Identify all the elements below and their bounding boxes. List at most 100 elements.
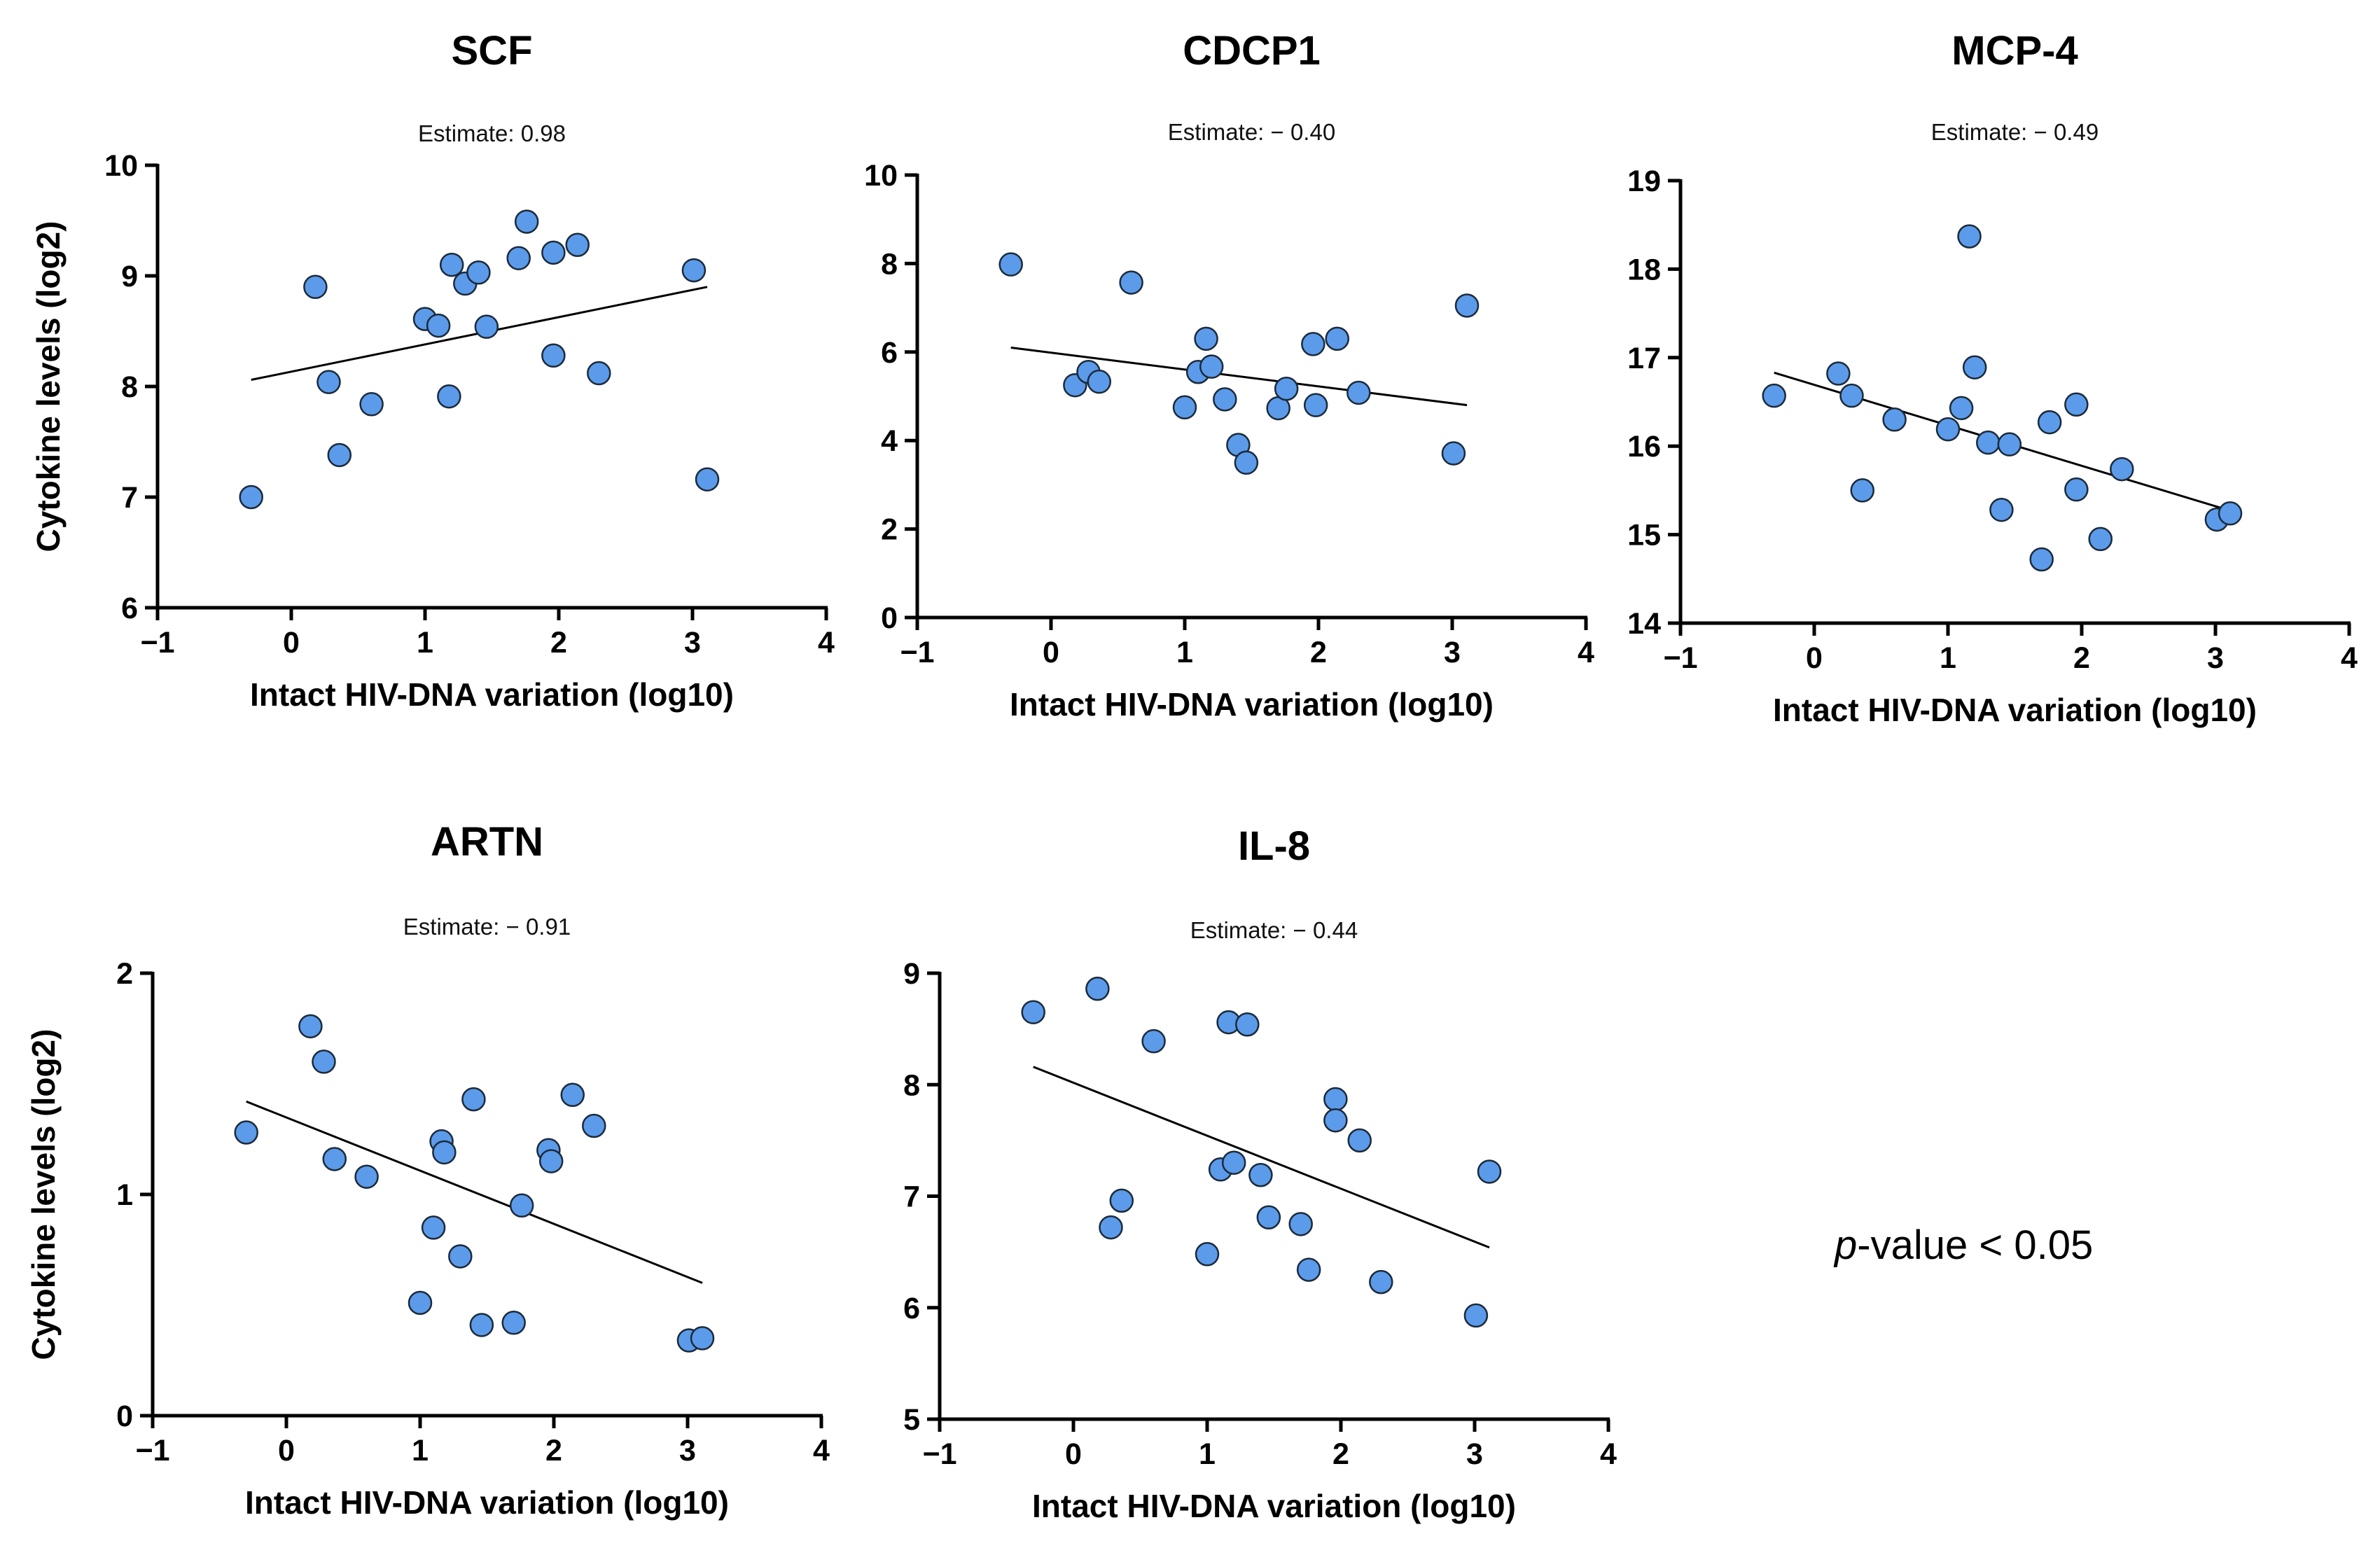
- y-axis-label: Cytokine levels (log2): [25, 1029, 62, 1360]
- data-point: [509, 1193, 534, 1218]
- x-tick-label: 0: [1043, 636, 1059, 669]
- x-tick-label: 4: [1600, 1437, 1617, 1471]
- y-tick-label: 9: [121, 260, 138, 293]
- x-tick-label: 1: [1176, 636, 1193, 669]
- y-tick-label: 16: [1627, 430, 1661, 463]
- data-point: [690, 1326, 715, 1351]
- data-point: [1221, 1150, 1246, 1175]
- data-point: [461, 1087, 486, 1112]
- data-point: [1463, 1303, 1489, 1328]
- data-point: [439, 252, 464, 277]
- y-tick-label: 8: [121, 370, 138, 404]
- estimate-label: Estimate: − 0.44: [1190, 917, 1358, 943]
- trend-line: [1010, 346, 1468, 407]
- data-point: [1119, 270, 1143, 295]
- data-point: [1288, 1212, 1313, 1236]
- data-point: [354, 1164, 379, 1189]
- data-point: [587, 361, 611, 386]
- y-tick-label: 6: [903, 1292, 920, 1325]
- data-point: [1234, 450, 1259, 475]
- estimate-label: Estimate: − 0.91: [403, 914, 571, 940]
- x-tick-label: −1: [922, 1437, 956, 1471]
- data-point: [234, 1120, 258, 1145]
- data-point: [1087, 369, 1112, 394]
- y-tick-label: 17: [1627, 342, 1661, 375]
- x-tick-label: 0: [1065, 1437, 1082, 1471]
- data-point: [466, 260, 491, 285]
- data-point: [322, 1147, 347, 1171]
- p-value-note: p-value < 0.05: [1835, 1222, 2093, 1269]
- data-point: [1274, 377, 1299, 401]
- data-point: [239, 484, 263, 510]
- chart-title: MCP-4: [1951, 28, 2078, 74]
- data-point: [1325, 326, 1349, 351]
- x-tick-label: 0: [283, 626, 300, 660]
- x-tick-label: 1: [1940, 641, 1956, 675]
- data-point: [1085, 977, 1110, 1001]
- chart-mcp4: MCP-4 Estimate: − 0.49 −1 0 1 2 3 4 14 15 16 17 18 19…: [1627, 28, 2358, 728]
- data-point: [1839, 383, 1864, 408]
- data-point: [408, 1290, 433, 1316]
- y-tick-label: 18: [1627, 253, 1661, 286]
- data-point: [1976, 430, 2000, 455]
- x-tick-label: 3: [684, 626, 701, 660]
- data-point: [1477, 1159, 1502, 1184]
- data-point: [1454, 293, 1480, 318]
- x-axis-label: Intact HIV-DNA variation (log10): [245, 1484, 729, 1521]
- x-tick-label: 2: [545, 1434, 562, 1467]
- chart-scf: SCF Estimate: 0.98 −1 0 1 2 3 4 6 7 8 9 10 Intact HIV…: [30, 28, 835, 713]
- data-point: [2088, 527, 2113, 552]
- y-tick-label: 15: [1627, 519, 1661, 552]
- data-point: [1099, 1215, 1123, 1240]
- data-point: [1194, 326, 1218, 351]
- data-point: [1235, 1012, 1260, 1037]
- trend-line: [246, 1100, 703, 1284]
- data-point: [538, 1149, 564, 1173]
- y-tick-label: 7: [121, 481, 138, 515]
- data-point: [303, 274, 328, 300]
- data-point: [1957, 224, 1982, 249]
- data-point: [501, 1311, 526, 1335]
- x-tick-label: −1: [140, 626, 174, 660]
- x-tick-label: 3: [2207, 641, 2224, 675]
- data-point: [1021, 1000, 1045, 1024]
- x-tick-label: 4: [2341, 641, 2358, 675]
- data-point: [1195, 1242, 1220, 1267]
- data-point: [1850, 478, 1875, 503]
- y-tick-label: 10: [864, 159, 898, 193]
- x-tick-label: 1: [417, 626, 433, 660]
- data-point: [1935, 417, 1961, 442]
- chart-title: IL-8: [1238, 823, 1310, 869]
- y-tick-label: 4: [881, 424, 898, 458]
- chart-title: ARTN: [431, 819, 543, 865]
- x-tick-label: 1: [1199, 1437, 1216, 1471]
- data-point: [1141, 1028, 1166, 1054]
- data-point: [514, 209, 539, 234]
- chart-title: SCF: [452, 28, 533, 74]
- y-tick-label: 1: [116, 1178, 133, 1212]
- data-point: [1199, 354, 1224, 379]
- estimate-label: Estimate: 0.98: [418, 120, 566, 146]
- chart-il8: IL-8 Estimate: − 0.44 −1 0 1 2 3 4 5 6 7 8 9 Intact H…: [903, 823, 1617, 1524]
- data-point: [1346, 380, 1371, 405]
- y-tick-label: 6: [121, 592, 138, 625]
- data-point: [1997, 432, 2022, 456]
- x-tick-label: 2: [1310, 636, 1327, 669]
- x-tick-label: 3: [1466, 1437, 1483, 1471]
- data-point: [1256, 1205, 1281, 1230]
- data-point: [2037, 410, 2062, 435]
- data-point: [1441, 441, 1466, 466]
- data-point: [1248, 1162, 1273, 1187]
- x-tick-label: 3: [1444, 636, 1461, 669]
- data-point: [474, 314, 499, 339]
- x-axis-label: Intact HIV-DNA variation (log10): [1773, 692, 2257, 728]
- data-point: [298, 1014, 323, 1039]
- data-point: [1882, 407, 1907, 432]
- data-point: [695, 467, 720, 491]
- y-tick-label: 2: [881, 513, 898, 547]
- data-point: [998, 252, 1023, 277]
- data-point: [1172, 395, 1197, 420]
